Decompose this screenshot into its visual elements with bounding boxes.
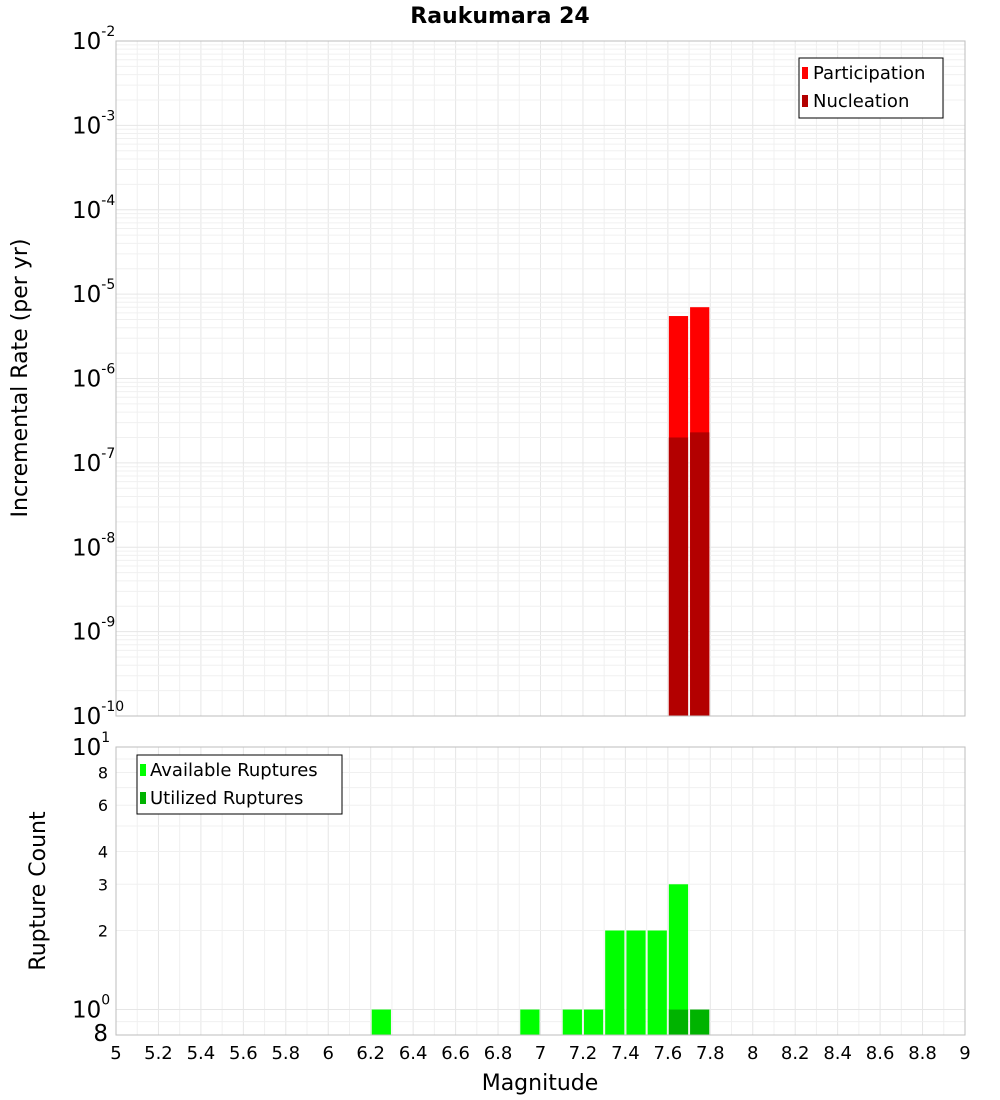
nucleation-bar [668, 437, 689, 716]
x-tick-label: 5.8 [271, 1043, 300, 1064]
available-ruptures-legend-swatch [140, 764, 146, 776]
top-legend: Participation Nucleation [798, 57, 944, 119]
x-tick-label: 5.2 [144, 1043, 173, 1064]
bottom-y-minor-tick-label: 4 [98, 842, 108, 861]
top-y-tick-label: 10-7 [72, 446, 115, 477]
x-tick-label: 8.2 [781, 1043, 810, 1064]
top-plot-border [115, 40, 966, 717]
top-y-tick-label: 10-3 [72, 108, 115, 139]
available-ruptures-bar [371, 1009, 391, 1035]
bottom-legend-box [136, 754, 343, 815]
top-y-tick-label: 10-6 [72, 362, 115, 393]
available-ruptures-legend-label: Available Ruptures [150, 760, 318, 781]
bottom-plot-border [115, 746, 966, 1036]
top-y-tick-labels: 10-2 10-3 10-4 10-5 10-6 10-7 10-8 10-9 10-10 [72, 24, 124, 730]
available-ruptures-bar [520, 1009, 540, 1035]
bottom-y-minor-tick-label: 2 [98, 922, 108, 941]
bottom-y-tick-label: 101 [72, 730, 110, 761]
x-tick-label: 7 [535, 1043, 546, 1064]
available-ruptures-bar [626, 930, 646, 1035]
x-axis-label: Magnitude [482, 1071, 599, 1096]
x-tick-label: 6.4 [399, 1043, 428, 1064]
available-ruptures-bar [562, 1009, 582, 1035]
x-tick-label: 7.2 [569, 1043, 598, 1064]
available-ruptures-bar [605, 930, 625, 1035]
top-y-tick-label: 10-9 [72, 615, 115, 646]
utilized-ruptures-legend-label: Utilized Ruptures [150, 788, 303, 809]
x-tick-label: 5 [110, 1043, 121, 1064]
utilized-ruptures-bar [690, 1009, 710, 1035]
bottom-y-minor-tick-label: 8 [93, 1021, 108, 1047]
bottom-bars [371, 884, 710, 1035]
bottom-y-minor-tick-label: 6 [98, 796, 108, 815]
x-tick-label: 7.4 [611, 1043, 640, 1064]
nucleation-legend-swatch [802, 95, 808, 107]
participation-legend-label: Participation [813, 63, 925, 84]
top-y-axis-label: Incremental Rate (per yr) [8, 239, 33, 518]
bottom-legend: Available Ruptures Utilized Ruptures [136, 754, 343, 815]
top-y-tick-label: 10-8 [72, 530, 115, 561]
nucleation-bar [690, 432, 710, 716]
x-tick-label: 9 [959, 1043, 970, 1064]
nucleation-legend-label: Nucleation [813, 91, 909, 112]
available-ruptures-bar [647, 930, 667, 1035]
incremental-rate-plot: 10-2 10-3 10-4 10-5 10-6 10-7 10-8 10-9 10-10 In… [8, 24, 966, 730]
top-bars [668, 307, 710, 716]
x-tick-label: 6.6 [441, 1043, 470, 1064]
chart-title: Raukumara 24 [410, 4, 589, 29]
bottom-y-axis-label: Rupture Count [26, 811, 51, 971]
x-tick-label: 6.8 [484, 1043, 513, 1064]
x-tick-label: 8.8 [908, 1043, 937, 1064]
x-tick-label: 7.6 [654, 1043, 683, 1064]
bottom-y-minor-tick-label: 8 [98, 763, 108, 782]
bottom-y-tick-label: 100 [72, 993, 110, 1024]
x-tick-label: 5.4 [187, 1043, 216, 1064]
top-y-tick-label: 10-2 [72, 24, 115, 55]
x-tick-label: 8.4 [823, 1043, 852, 1064]
available-ruptures-bar [668, 884, 689, 1035]
bottom-y-minor-tick-label: 3 [98, 875, 108, 894]
utilized-ruptures-bar [668, 1009, 689, 1035]
top-legend-box [798, 57, 944, 119]
utilized-ruptures-legend-swatch [140, 792, 146, 804]
x-tick-label: 6.2 [356, 1043, 385, 1064]
available-ruptures-bar [583, 1009, 604, 1035]
x-tick-label: 6 [323, 1043, 334, 1064]
top-y-tick-label: 10-4 [72, 193, 115, 224]
x-tick-label: 7.8 [696, 1043, 725, 1064]
x-tick-label: 8 [747, 1043, 758, 1064]
x-tick-labels: 5 5.2 5.4 5.6 5.8 6 6.2 6.4 6.6 6.8 7 7.2 7.4 7.6 7.8 8… [110, 1043, 970, 1064]
top-y-tick-label: 10-10 [72, 699, 124, 730]
participation-legend-swatch [802, 67, 808, 79]
top-grid [115, 41, 966, 717]
top-y-tick-label: 10-5 [72, 277, 115, 308]
x-tick-label: 8.6 [866, 1043, 895, 1064]
x-tick-label: 5.6 [229, 1043, 258, 1064]
